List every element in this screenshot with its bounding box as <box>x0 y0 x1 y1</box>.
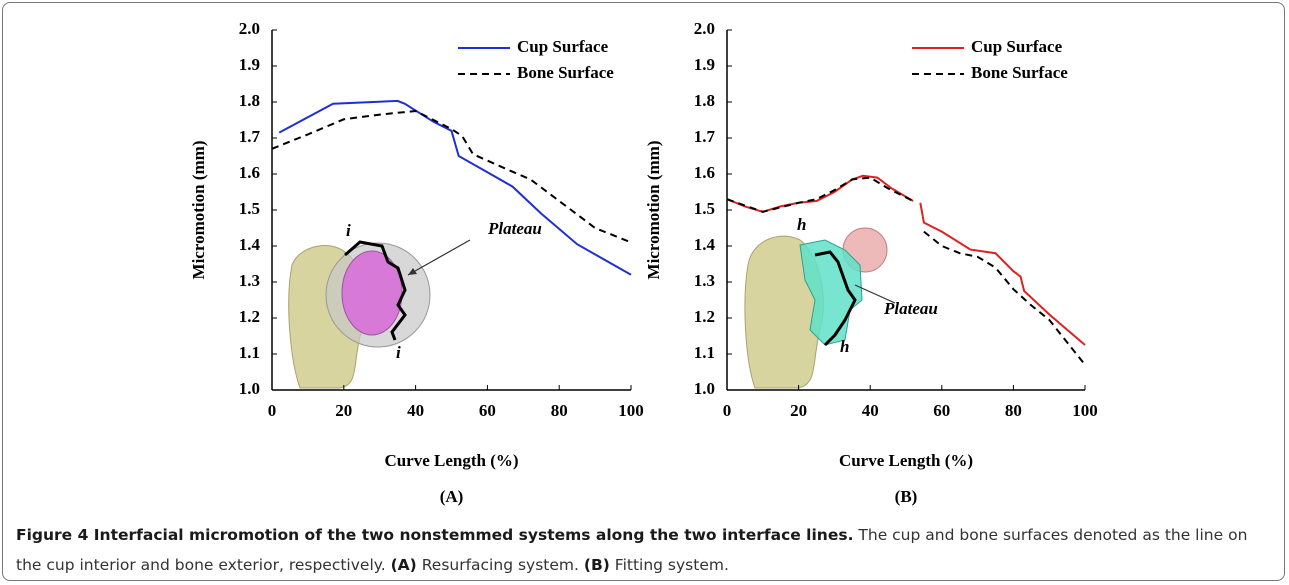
x-tick-label: 20 <box>790 401 807 420</box>
figure: i Plateau i h Plateau h 1.0 1.1 1.2 1.3 1.4 1… <box>189 19 1098 506</box>
y-tick-label: 1.2 <box>694 307 715 326</box>
y-tick-label: 1.5 <box>694 199 715 218</box>
y-tick-label: 1.9 <box>694 55 715 74</box>
annotation: Plateau <box>883 299 938 318</box>
x-axis-label: Curve Length (%) <box>839 451 973 470</box>
caption-item-label: (B) <box>583 556 610 574</box>
y-tick-label: 1.3 <box>239 271 260 290</box>
inset-b: h Plateau h <box>744 215 938 389</box>
caption-item-text: Resurfacing system. <box>421 556 579 574</box>
caption-item-text: Fitting system. <box>614 556 729 574</box>
x-tick-label: 60 <box>479 401 496 420</box>
y-tick-label: 1.6 <box>239 163 260 182</box>
y-tick-label: 1.4 <box>239 235 261 254</box>
x-tick-label: 80 <box>551 401 568 420</box>
x-tick-label: 40 <box>407 401 424 420</box>
legend-label: Bone Surface <box>971 63 1068 82</box>
x-axis-label: Curve Length (%) <box>384 451 518 470</box>
y-tick-label: 1.3 <box>694 271 715 290</box>
caption-item-label: (A) <box>390 556 417 574</box>
legend-label: Cup Surface <box>971 37 1063 56</box>
y-axis-label: Micromotion (mm) <box>189 141 208 280</box>
x-tick-label: 100 <box>1072 401 1098 420</box>
caption: Figure 4 Interfacial micromotion of the … <box>16 520 1266 580</box>
y-tick-label: 2.0 <box>239 19 260 38</box>
y-tick-label: 1.7 <box>694 127 716 146</box>
x-tick-label: 60 <box>933 401 950 420</box>
y-tick-label: 1.8 <box>239 91 260 110</box>
y-tick-label: 1.1 <box>239 343 260 362</box>
annotation: Plateau <box>487 219 542 238</box>
y-tick-label: 1.0 <box>239 379 260 398</box>
panel-label: (B) <box>895 487 918 506</box>
inset-a: i Plateau i <box>288 219 542 389</box>
annotation: i <box>346 221 351 240</box>
y-tick-label: 1.4 <box>694 235 716 254</box>
x-tick-label: 20 <box>335 401 352 420</box>
legend-label: Cup Surface <box>517 37 609 56</box>
y-tick-label: 1.0 <box>694 379 715 398</box>
y-tick-label: 1.6 <box>694 163 715 182</box>
y-tick-label: 1.1 <box>694 343 715 362</box>
y-tick-label: 1.8 <box>694 91 715 110</box>
y-tick-label: 2.0 <box>694 19 715 38</box>
caption-title: Figure 4 Interfacial micromotion of the … <box>16 526 854 544</box>
x-tick-label: 0 <box>268 401 277 420</box>
series-line <box>278 99 632 276</box>
y-tick-label: 1.2 <box>239 307 260 326</box>
series-line <box>726 174 1086 346</box>
caption-text: The cup and bone surfaces denoted as the… <box>16 526 1248 574</box>
annotation: i <box>396 343 401 362</box>
x-tick-label: 80 <box>1005 401 1022 420</box>
y-axis-label: Micromotion (mm) <box>644 141 663 280</box>
legend-label: Bone Surface <box>517 63 614 82</box>
y-tick-label: 1.9 <box>239 55 260 74</box>
y-tick-label: 1.5 <box>239 199 260 218</box>
x-tick-label: 40 <box>862 401 879 420</box>
series-line <box>726 176 1086 366</box>
x-tick-label: 0 <box>723 401 732 420</box>
x-tick-label: 100 <box>618 401 644 420</box>
y-tick-label: 1.7 <box>239 127 261 146</box>
panel-label: (A) <box>440 487 464 506</box>
annotation: h <box>797 215 806 234</box>
annotation: h <box>840 337 849 356</box>
series-line <box>271 109 632 244</box>
